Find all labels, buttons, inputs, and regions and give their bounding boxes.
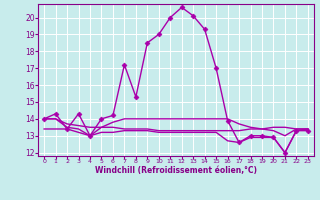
X-axis label: Windchill (Refroidissement éolien,°C): Windchill (Refroidissement éolien,°C) xyxy=(95,166,257,175)
